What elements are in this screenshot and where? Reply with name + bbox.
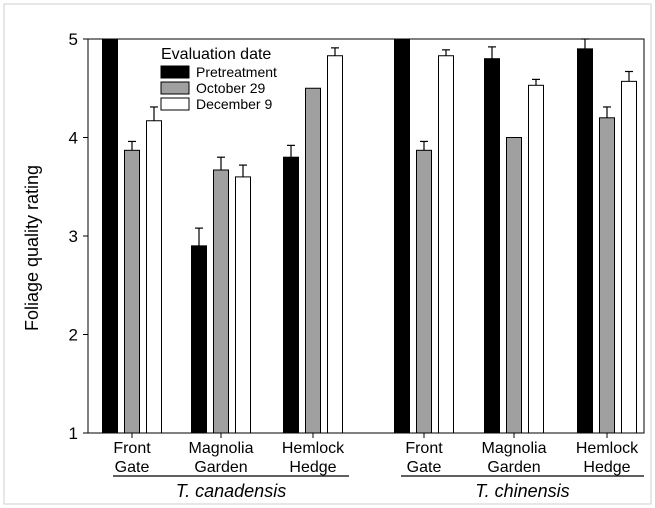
bar xyxy=(327,55,343,434)
bar xyxy=(484,58,500,434)
category-label: Magnolia xyxy=(189,440,254,457)
legend-label: December 9 xyxy=(196,96,272,112)
bar xyxy=(283,156,299,434)
bar xyxy=(213,169,229,434)
bar xyxy=(438,55,454,434)
y-axis-label: Foliage quality rating xyxy=(22,165,42,331)
y-tick-label: 1 xyxy=(69,424,78,443)
group-label: T. chinensis xyxy=(475,481,569,501)
category-label: Front xyxy=(113,440,151,457)
legend-label: October 29 xyxy=(196,80,265,96)
bar xyxy=(577,48,593,434)
legend-label: Pretreatment xyxy=(196,64,277,80)
y-tick-label: 4 xyxy=(69,129,78,148)
bar xyxy=(124,149,140,434)
group-label: T. canadensis xyxy=(176,481,286,501)
category-label: Hedge xyxy=(289,459,336,476)
bar xyxy=(191,245,207,434)
frame-border xyxy=(3,3,652,505)
bar xyxy=(621,80,637,434)
y-tick-label: 2 xyxy=(69,326,78,345)
bar xyxy=(506,137,522,434)
category-label: Hedge xyxy=(583,459,630,476)
bar xyxy=(599,117,615,434)
legend-swatch xyxy=(160,97,190,111)
bar xyxy=(235,176,251,434)
bar xyxy=(102,38,118,434)
category-label: Gate xyxy=(407,459,442,476)
category-label: Garden xyxy=(194,459,247,476)
category-label: Hemlock xyxy=(282,440,345,457)
y-tick-label: 3 xyxy=(69,227,78,246)
category-label: Front xyxy=(405,440,443,457)
bar xyxy=(305,87,321,434)
category-label: Gate xyxy=(115,459,150,476)
category-label: Hemlock xyxy=(576,440,639,457)
plot-area: 1 2 3 4 5 Front Gate Magnolia Garden Hemlock Hedge… xyxy=(69,30,645,501)
bar xyxy=(416,149,432,434)
y-tick-label: 5 xyxy=(69,30,78,49)
bar xyxy=(528,84,544,434)
bar xyxy=(394,38,410,434)
bar xyxy=(146,120,162,434)
category-label: Magnolia xyxy=(482,440,547,457)
category-label: Garden xyxy=(487,459,540,476)
legend-swatch xyxy=(160,81,190,95)
legend-swatch xyxy=(160,65,190,79)
legend-title: Evaluation date xyxy=(161,46,271,63)
